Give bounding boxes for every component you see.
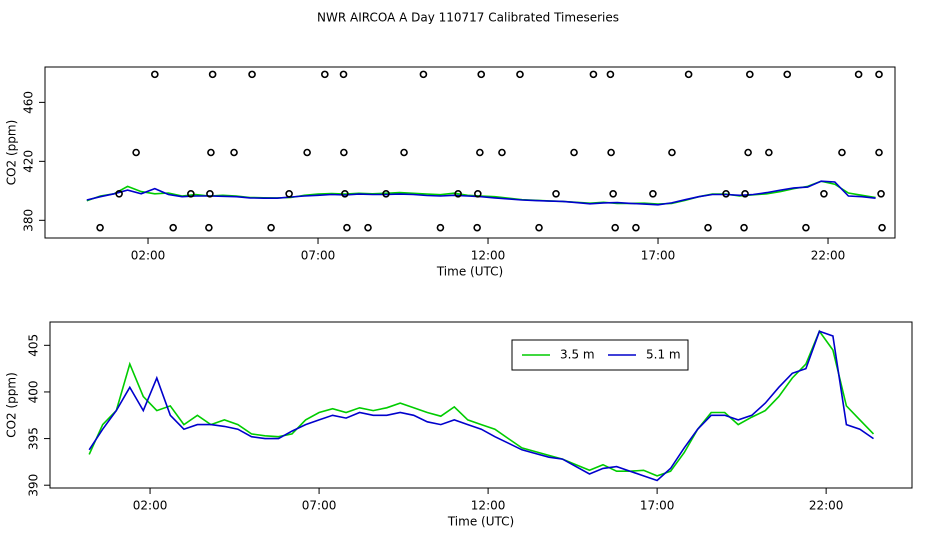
calibration-point: [169, 223, 177, 232]
x-tick-label: 22:00: [811, 249, 846, 263]
calibration-point: [473, 223, 481, 232]
y-axis-label: CO2 (ppm): [5, 372, 19, 438]
calibration-point: [746, 70, 754, 79]
calibration-point: [477, 70, 486, 79]
calibration-point: [570, 148, 578, 157]
calibration-point: [303, 148, 311, 157]
x-tick-label: 02:00: [131, 249, 166, 263]
calibration-point: [552, 189, 560, 198]
calibration-point: [96, 223, 104, 232]
calibration-point: [875, 148, 883, 157]
x-axis-label: Time (UTC): [447, 515, 514, 529]
y-tick-label: 395: [27, 427, 41, 450]
calibration-point: [419, 70, 428, 79]
calibration-point: [668, 148, 676, 157]
calibration-point: [649, 189, 657, 198]
calibration-point: [875, 70, 883, 79]
y-tick-label: 390: [27, 474, 41, 497]
calibration-point: [340, 148, 348, 157]
calibration-point: [632, 223, 640, 232]
calibration-point: [454, 189, 462, 198]
calibration-point: [878, 223, 886, 232]
series-line: [88, 329, 875, 477]
calibration-point: [400, 148, 408, 157]
plot-frame: [44, 66, 896, 239]
calibration-point: [474, 189, 482, 198]
x-tick-label: 07:00: [301, 249, 336, 263]
calibration-point: [285, 189, 293, 198]
calibration-point: [611, 223, 619, 232]
calibration-point: [132, 148, 140, 157]
calibration-point: [589, 70, 598, 79]
x-tick-label: 17:00: [641, 249, 676, 263]
calibration-point: [267, 223, 275, 232]
calibration-point: [151, 70, 159, 79]
x-tick-label: 17:00: [640, 499, 675, 513]
calibration-point: [364, 223, 372, 232]
calibration-point: [607, 148, 615, 157]
calibration-point: [339, 70, 348, 79]
y-axis-label: CO2 (ppm): [5, 120, 19, 186]
calibration-point: [187, 189, 195, 198]
calibration-point: [765, 148, 773, 157]
calibration-point: [783, 70, 792, 79]
calibration-point: [343, 223, 351, 232]
calibration-point: [744, 148, 752, 157]
calibration-point: [115, 189, 123, 198]
calibration-point: [877, 189, 885, 198]
calibration-point: [498, 148, 506, 157]
x-tick-label: 07:00: [302, 499, 337, 513]
plot-frame: [49, 321, 913, 489]
calibration-point: [741, 189, 749, 198]
y-tick-label: 380: [22, 209, 36, 232]
x-tick-label: 12:00: [471, 499, 506, 513]
chart-title: NWR AIRCOA A Day 110717 Calibrated Times…: [317, 11, 619, 25]
calibration-point: [208, 70, 217, 79]
calibration-point: [854, 70, 863, 79]
x-tick-label: 22:00: [809, 499, 844, 513]
calibration-point: [476, 148, 484, 157]
calibration-point: [704, 223, 712, 232]
calibration-point: [722, 189, 730, 198]
series-line: [86, 180, 876, 206]
calibration-point: [516, 70, 524, 79]
legend-label: 5.1 m: [646, 348, 681, 362]
calibration-point: [230, 148, 238, 157]
calibration-point: [820, 189, 828, 198]
legend-label: 3.5 m: [560, 348, 595, 362]
y-tick-label: 460: [22, 91, 36, 114]
series-line: [88, 330, 874, 482]
calibration-point: [436, 223, 445, 232]
calibration-point: [606, 70, 615, 79]
y-tick-label: 420: [22, 150, 36, 173]
calibration-point: [740, 223, 748, 232]
calibration-point: [684, 70, 693, 79]
calibration-point: [609, 189, 617, 198]
calibration-point: [382, 189, 390, 198]
calibration-point: [205, 223, 213, 232]
y-tick-label: 400: [27, 380, 41, 403]
calibration-point: [535, 223, 543, 232]
calibration-point: [321, 70, 329, 79]
x-tick-label: 02:00: [133, 499, 168, 513]
calibration-point: [207, 148, 215, 157]
y-tick-label: 405: [27, 334, 41, 357]
calibration-point: [341, 189, 349, 198]
x-tick-label: 12:00: [471, 249, 506, 263]
calibration-point: [206, 189, 214, 198]
calibration-point: [802, 223, 810, 232]
x-axis-label: Time (UTC): [436, 265, 503, 279]
calibration-point: [248, 70, 256, 79]
calibration-point: [838, 148, 846, 157]
